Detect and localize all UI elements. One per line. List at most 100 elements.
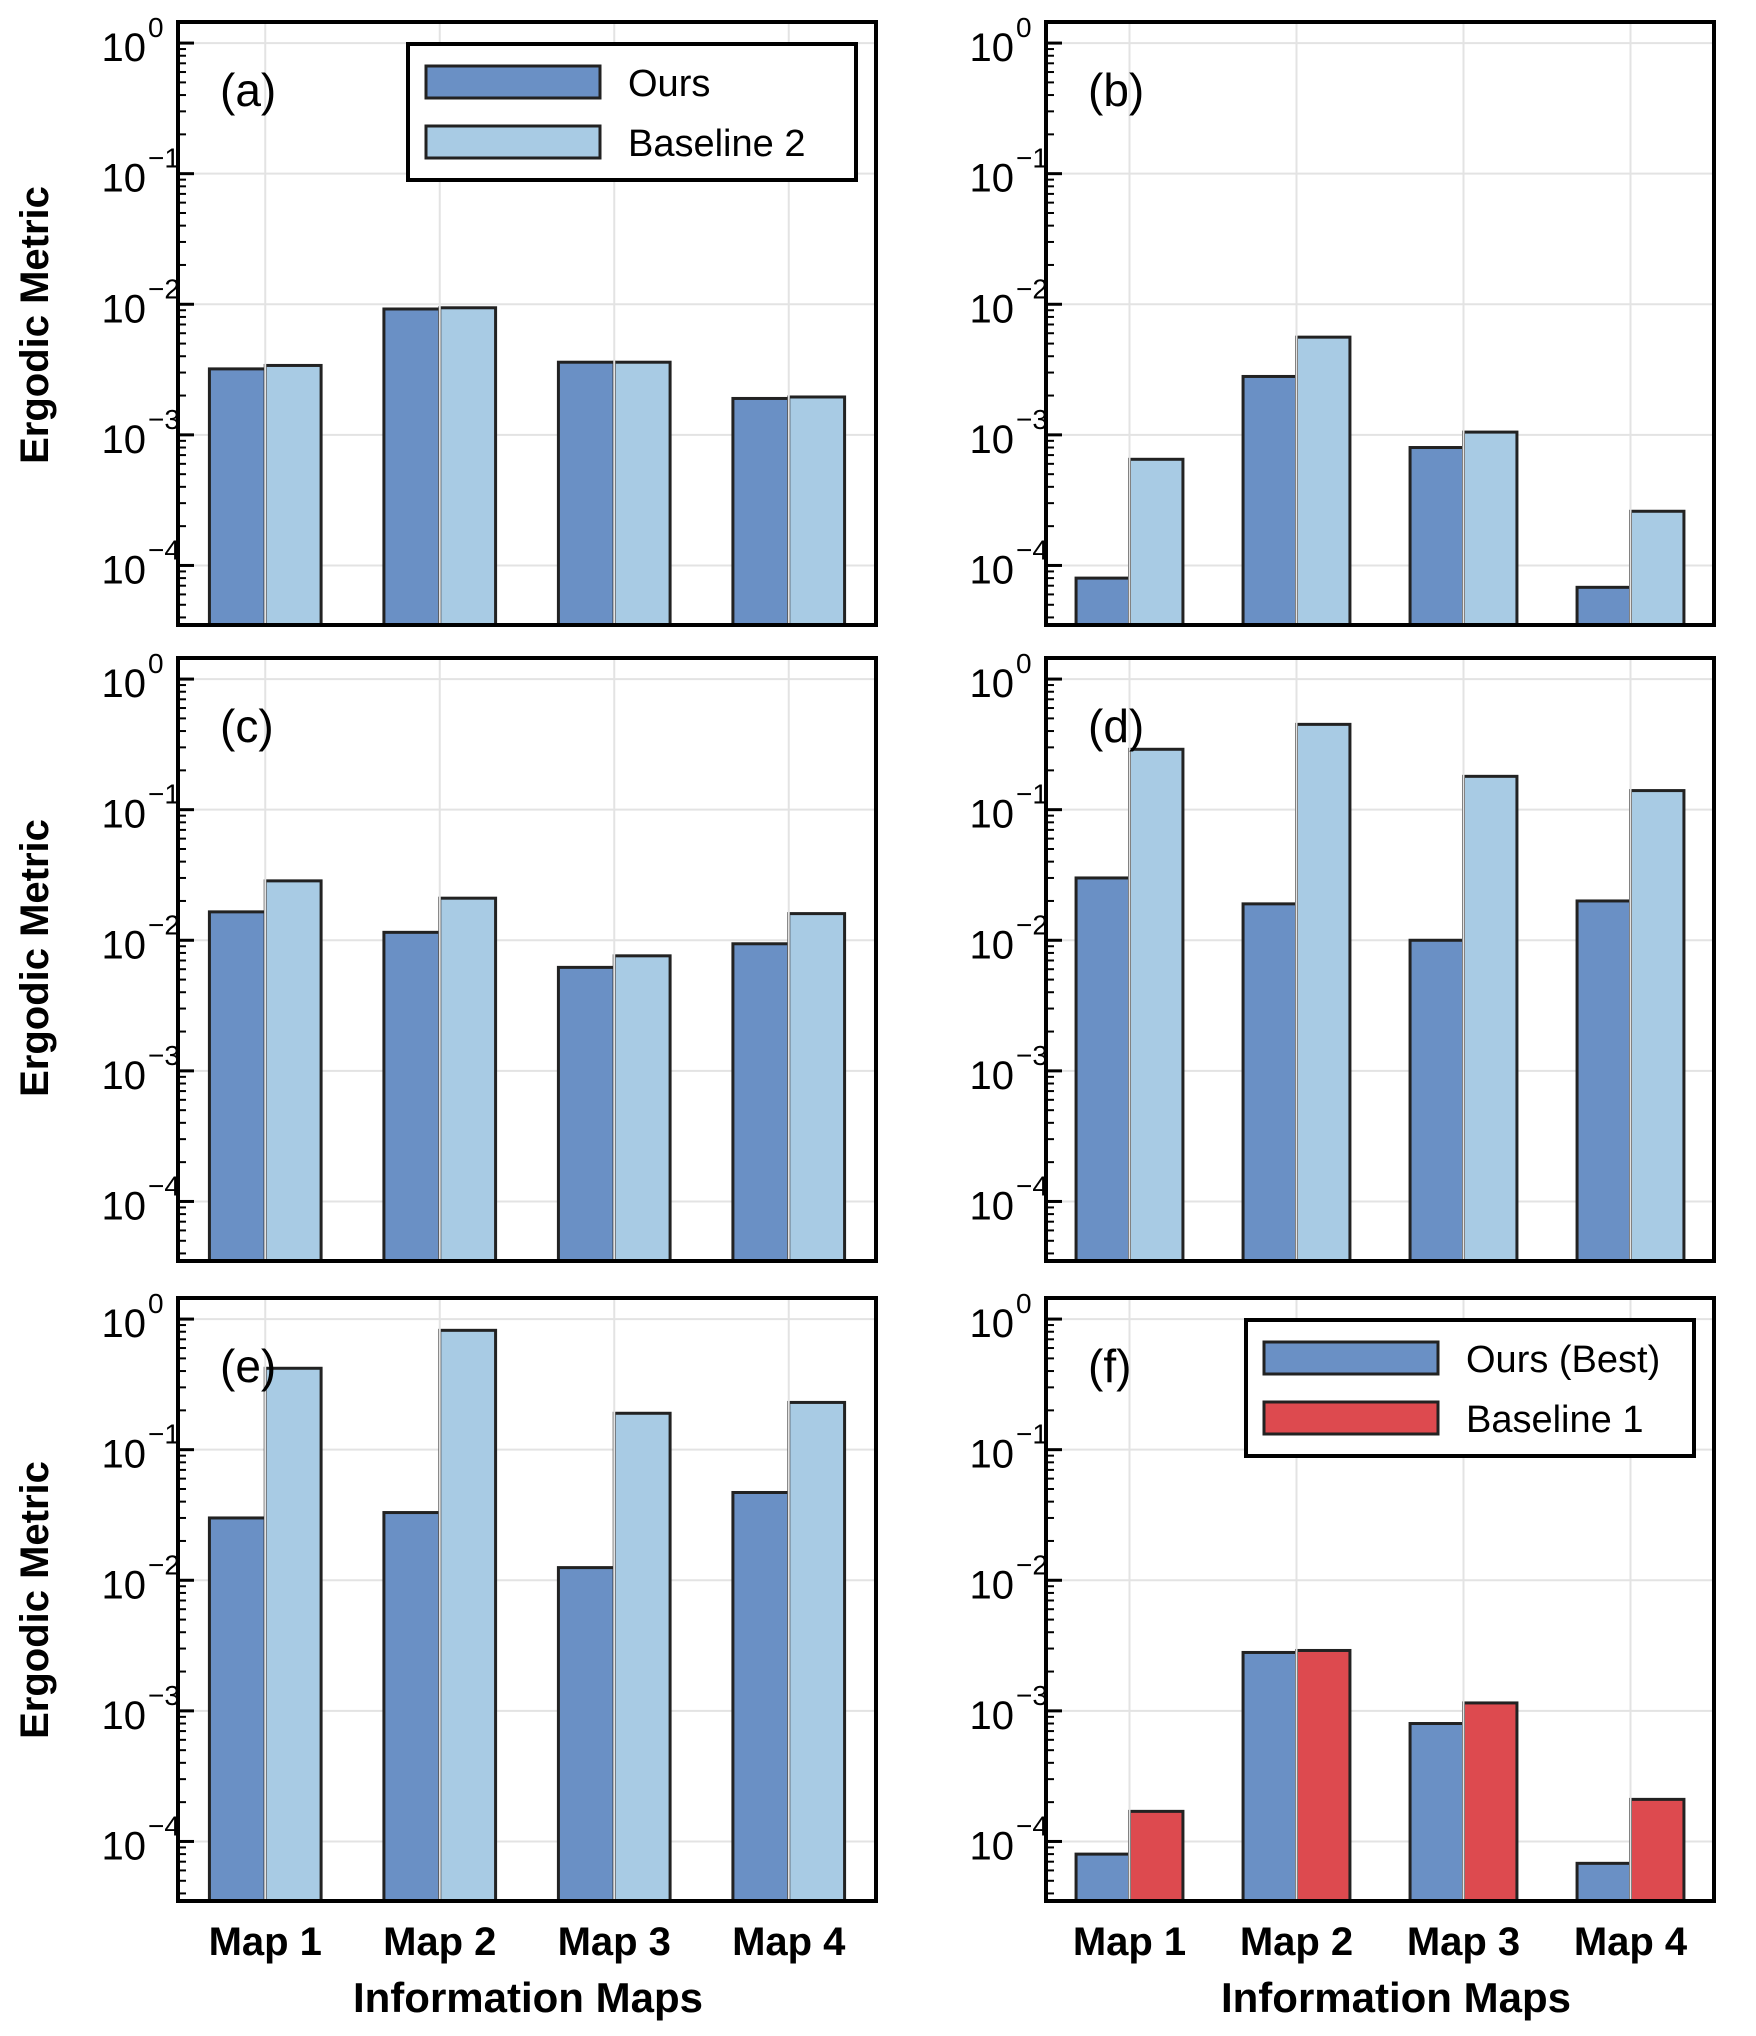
y-tick-label: 10 (970, 1054, 1015, 1098)
bar-ours-map-4 (731, 1490, 791, 1901)
y-tick-label: 10 (970, 157, 1015, 201)
bar-ours-map-1 (1074, 876, 1132, 1261)
bar-baseline-1-map-2 (1295, 1648, 1352, 1901)
bar-baseline-2-map-2 (438, 1328, 498, 1901)
bar-ours-map-1 (207, 367, 267, 625)
y-tick-label: 10 (102, 1694, 147, 1738)
y-tick-label: 10 (970, 1184, 1015, 1228)
bar-baseline-2-map-1 (1128, 747, 1185, 1261)
bar-ours-map-4 (731, 942, 791, 1261)
bar-ours-map-4 (731, 396, 791, 625)
bar-baseline-2-map-2 (438, 896, 498, 1261)
panel-label: (d) (1088, 700, 1144, 752)
bar-baseline-2-map-4 (787, 1400, 847, 1901)
y-tick-label: 10 (970, 793, 1015, 837)
bar-ours-best--map-4 (1575, 1861, 1633, 1901)
panel-label: (c) (220, 700, 274, 752)
y-tick-exponent: −4 (1016, 1810, 1048, 1841)
legend-entry: Baseline 1 (1466, 1399, 1643, 1441)
y-tick-label: 10 (102, 26, 147, 70)
y-tick-exponent: −1 (1016, 143, 1048, 174)
bar-ours-map-3 (1408, 446, 1466, 625)
bar-baseline-2-map-2 (1295, 722, 1352, 1261)
y-tick-label: 10 (102, 1824, 147, 1868)
y-tick-label: 10 (102, 662, 147, 706)
y-tick-exponent: −2 (1016, 273, 1048, 304)
y-tick-label: 10 (970, 1563, 1015, 1607)
bar-baseline-2-map-1 (263, 363, 323, 625)
bars (207, 879, 847, 1261)
bar-baseline-2-map-2 (1295, 335, 1352, 625)
y-tick-exponent: −4 (148, 534, 180, 565)
bar-ours-map-4 (1575, 585, 1633, 625)
y-tick-exponent: −1 (148, 1419, 180, 1450)
panel-label: (f) (1088, 1340, 1131, 1392)
legend-entry: Ours (628, 63, 710, 105)
bar-ours-map-3 (556, 965, 616, 1261)
bar-ours-map-3 (556, 360, 616, 625)
y-tick-exponent: −1 (148, 143, 180, 174)
y-tick-exponent: −1 (148, 779, 180, 810)
y-tick-exponent: −2 (148, 273, 180, 304)
x-tick-label: Map 4 (732, 1920, 846, 1964)
y-tick-exponent: −3 (1016, 1040, 1048, 1071)
y-tick-exponent: −3 (148, 1040, 180, 1071)
y-tick-label: 10 (102, 418, 147, 462)
y-tick-exponent: −3 (1016, 1680, 1048, 1711)
legend-entry: Baseline 2 (628, 123, 805, 165)
y-tick-label: 10 (970, 287, 1015, 331)
y-tick-label: 10 (970, 662, 1015, 706)
bar-ours-map-1 (1074, 576, 1132, 625)
bar-ours-best--map-1 (1074, 1852, 1132, 1901)
y-tick-label: 10 (102, 793, 147, 837)
bar-baseline-2-map-1 (1128, 457, 1185, 625)
y-tick-label: 10 (970, 923, 1015, 967)
bar-ours-map-4 (1575, 899, 1633, 1261)
x-axis-label-left: Information Maps (353, 1974, 703, 2021)
legend-swatch (1262, 1340, 1440, 1376)
y-tick-exponent: −4 (1016, 1170, 1048, 1201)
y-tick-label: 10 (102, 1054, 147, 1098)
y-tick-exponent: −2 (148, 909, 180, 940)
panel-label: (a) (220, 64, 276, 116)
y-tick-label: 10 (102, 1433, 147, 1477)
x-tick-label: Map 3 (558, 1920, 671, 1964)
bar-baseline-2-map-2 (438, 306, 498, 625)
y-tick-label: 10 (970, 1302, 1015, 1346)
legend: Ours (Best) Baseline 1 (1244, 1318, 1696, 1458)
y-tick-exponent: −4 (148, 1170, 180, 1201)
y-tick-exponent: 0 (148, 648, 164, 679)
y-tick-label: 10 (970, 1824, 1015, 1868)
x-tick-label: Map 4 (1574, 1920, 1688, 1964)
bar-ours-map-2 (382, 307, 442, 625)
bar-baseline-1-map-4 (1629, 1797, 1686, 1901)
bars (207, 1328, 847, 1901)
bar-ours-best--map-3 (1408, 1722, 1466, 1901)
y-tick-label: 10 (970, 1694, 1015, 1738)
bar-ours-map-3 (556, 1566, 616, 1901)
y-tick-exponent: −2 (1016, 1549, 1048, 1580)
bar-baseline-2-map-3 (612, 954, 672, 1261)
y-tick-exponent: −4 (1016, 534, 1048, 565)
y-tick-exponent: −3 (1016, 404, 1048, 435)
y-tick-label: 10 (102, 1563, 147, 1607)
y-tick-exponent: 0 (1016, 1288, 1032, 1319)
y-tick-label: 10 (970, 26, 1015, 70)
y-axis-label-row3: Ergodic Metric (13, 1461, 57, 1739)
legend-swatch (424, 124, 602, 160)
y-tick-label: 10 (970, 418, 1015, 462)
y-tick-exponent: 0 (1016, 648, 1032, 679)
y-tick-label: 10 (102, 157, 147, 201)
bar-baseline-2-map-3 (1462, 774, 1519, 1261)
bar-ours-map-2 (1241, 902, 1299, 1261)
legend: Ours Baseline 2 (406, 42, 858, 182)
legend-swatch (424, 64, 602, 100)
bar-ours-map-1 (207, 1516, 267, 1901)
bar-baseline-2-map-3 (612, 1411, 672, 1901)
